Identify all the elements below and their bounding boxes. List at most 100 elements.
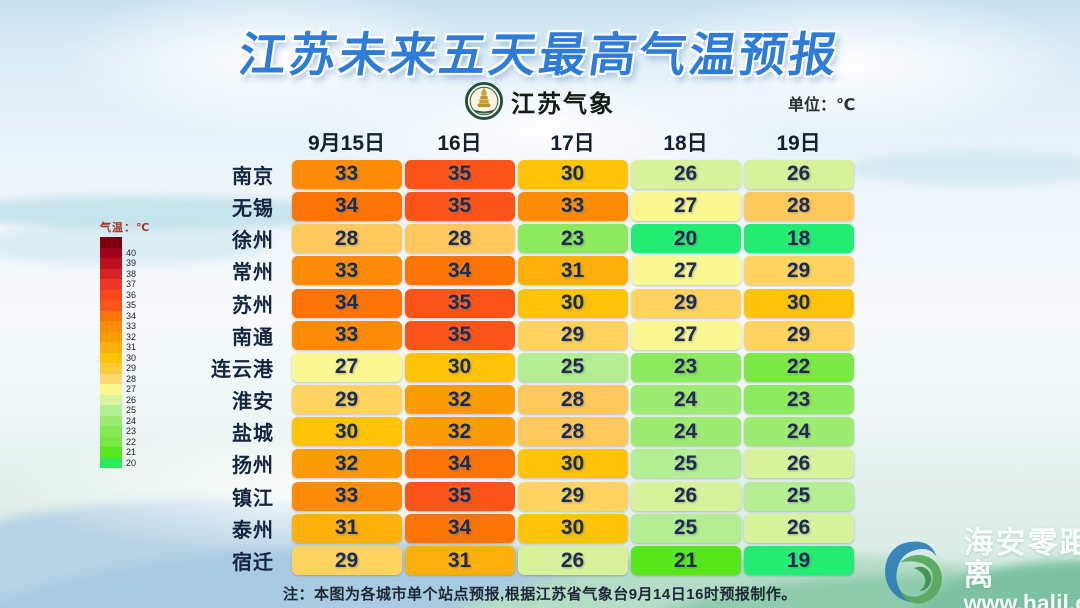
agency-logo-text: 江苏气象 bbox=[511, 90, 615, 118]
legend-label: 40 bbox=[126, 247, 137, 258]
temp-cell: 28 bbox=[742, 190, 855, 222]
legend-swatch bbox=[100, 300, 122, 311]
temperature-legend: 气温：℃ 40 39 38 37 36 35 34 33 32 31 30 29 28 27 26 25 24 2… bbox=[100, 219, 150, 468]
temp-value: 19 bbox=[743, 546, 854, 576]
temp-cell: 34 bbox=[403, 255, 516, 287]
temp-value: 29 bbox=[517, 481, 628, 511]
temp-value: 30 bbox=[517, 449, 628, 479]
legend-entry: 37 bbox=[100, 279, 150, 290]
legend-swatch bbox=[100, 415, 122, 426]
temp-value: 30 bbox=[517, 159, 628, 189]
legend-label: 34 bbox=[126, 310, 137, 321]
temp-cell: 34 bbox=[403, 512, 516, 544]
temp-cell: 27 bbox=[290, 351, 403, 383]
temp-value: 20 bbox=[630, 224, 741, 254]
unit-label: 单位：℃ bbox=[788, 97, 856, 114]
legend-entry: 30 bbox=[100, 352, 150, 363]
temp-value: 33 bbox=[291, 481, 402, 511]
legend-label: 30 bbox=[126, 352, 137, 363]
temp-value: 30 bbox=[743, 288, 854, 318]
legend-label: 38 bbox=[126, 268, 137, 279]
legend-swatch bbox=[100, 384, 122, 395]
temp-cell: 30 bbox=[742, 287, 855, 319]
temp-cell: 32 bbox=[290, 448, 403, 480]
temp-value: 34 bbox=[404, 256, 515, 286]
forecast-table: 9月15日 16日 17日 18日 19日 南京 33 35 30 26 26 无锡 34 35 33 27 2… bbox=[178, 126, 855, 577]
legend-swatch bbox=[100, 310, 122, 321]
temp-value: 18 bbox=[743, 224, 854, 254]
temp-value: 29 bbox=[291, 385, 402, 415]
legend-entry: 27 bbox=[100, 384, 150, 395]
temp-cell: 35 bbox=[403, 190, 516, 222]
temp-value: 24 bbox=[743, 417, 854, 447]
legend-swatch bbox=[100, 352, 122, 363]
legend-swatch bbox=[100, 405, 122, 416]
temp-value: 24 bbox=[630, 385, 741, 415]
temp-cell: 26 bbox=[742, 448, 855, 480]
temp-cell: 30 bbox=[516, 158, 629, 190]
legend-entry: 22 bbox=[100, 436, 150, 447]
temp-cell: 23 bbox=[516, 223, 629, 255]
legend-entry: 21 bbox=[100, 447, 150, 458]
temp-cell: 35 bbox=[403, 158, 516, 190]
legend-swatch bbox=[100, 426, 122, 437]
temp-cell: 29 bbox=[290, 544, 403, 576]
date-header: 9月15日 bbox=[307, 131, 386, 155]
temp-cell: 32 bbox=[403, 384, 516, 416]
temp-cell: 30 bbox=[516, 287, 629, 319]
temp-value: 27 bbox=[291, 352, 402, 382]
mist-band bbox=[850, 150, 1080, 186]
temp-cell: 29 bbox=[629, 287, 742, 319]
temp-value: 35 bbox=[404, 481, 515, 511]
temp-value: 26 bbox=[743, 449, 854, 479]
legend-entry: 33 bbox=[100, 321, 150, 332]
city-label: 连云港 bbox=[211, 358, 274, 381]
temp-cell: 28 bbox=[403, 223, 516, 255]
legend-entry bbox=[100, 237, 150, 248]
temp-value: 28 bbox=[517, 417, 628, 447]
legend-label: 28 bbox=[126, 373, 137, 384]
legend-label: 27 bbox=[126, 384, 137, 394]
temp-cell: 26 bbox=[742, 158, 855, 190]
temp-value: 22 bbox=[743, 352, 854, 382]
page-title: 江苏未来五天最高气温预报 bbox=[235, 28, 844, 81]
temp-cell: 25 bbox=[742, 480, 855, 512]
city-label: 扬州 bbox=[232, 455, 274, 478]
temp-value: 33 bbox=[291, 159, 402, 189]
legend-label: 20 bbox=[126, 457, 137, 468]
temp-cell: 33 bbox=[290, 319, 403, 351]
temp-value: 35 bbox=[404, 191, 515, 221]
legend-entry: 38 bbox=[100, 268, 150, 279]
temp-value: 33 bbox=[291, 320, 402, 350]
temp-value: 25 bbox=[630, 449, 741, 479]
legend-swatch bbox=[100, 394, 122, 405]
temp-value: 29 bbox=[743, 256, 854, 286]
legend-swatch bbox=[100, 247, 122, 258]
legend-swatch bbox=[100, 258, 122, 269]
temp-value: 28 bbox=[404, 224, 515, 254]
legend-label: 21 bbox=[126, 447, 137, 457]
temp-value: 23 bbox=[517, 224, 628, 254]
temp-cell: 34 bbox=[290, 287, 403, 319]
temp-value: 28 bbox=[517, 385, 628, 415]
temp-cell: 23 bbox=[742, 384, 855, 416]
temp-cell: 29 bbox=[742, 255, 855, 287]
legend-swatch bbox=[100, 436, 122, 447]
temp-value: 34 bbox=[404, 449, 515, 479]
temp-value: 23 bbox=[743, 385, 854, 415]
legend-label: 32 bbox=[126, 331, 137, 342]
temp-cell: 20 bbox=[629, 223, 742, 255]
agency-logo-row: 江苏气象 bbox=[0, 82, 1080, 120]
footnote: 注：本图为各城市单个站点预报,根据江苏省气象台9月14日16时预报制作。 bbox=[283, 586, 797, 603]
temp-cell: 28 bbox=[516, 384, 629, 416]
legend-swatch bbox=[100, 373, 122, 384]
temp-value: 31 bbox=[517, 256, 628, 286]
temp-value: 26 bbox=[743, 159, 854, 189]
city-label: 镇江 bbox=[232, 487, 274, 510]
temp-cell: 29 bbox=[290, 384, 403, 416]
temp-value: 35 bbox=[404, 288, 515, 318]
legend-entry: 23 bbox=[100, 426, 150, 437]
legend-swatch bbox=[100, 363, 122, 374]
watermark-texts: 海安零距离 www.haljl.com bbox=[964, 528, 1080, 608]
temp-value: 32 bbox=[291, 449, 402, 479]
